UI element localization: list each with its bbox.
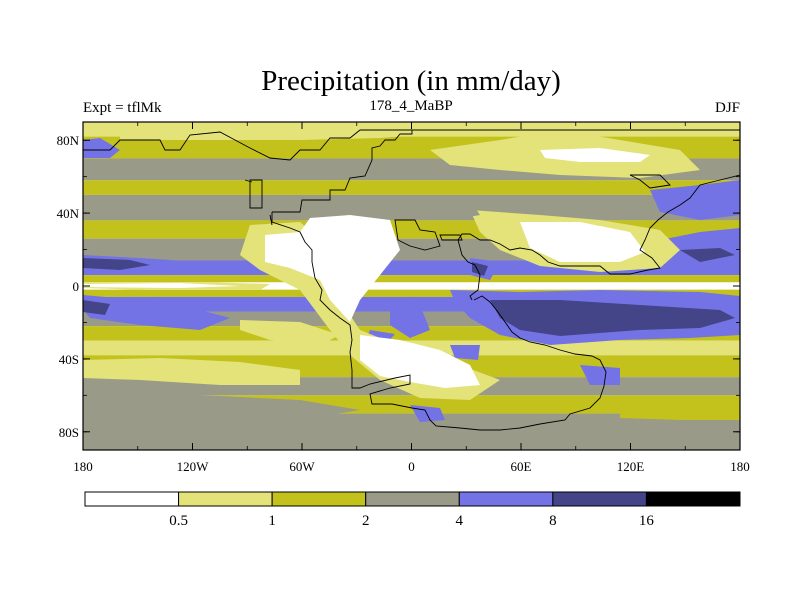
precip-region bbox=[83, 395, 360, 420]
precip-region bbox=[450, 345, 480, 360]
coastline-outline bbox=[83, 129, 740, 431]
coastline-inland bbox=[244, 174, 671, 251]
precipitation-field bbox=[83, 122, 740, 450]
precip-region bbox=[490, 300, 735, 336]
precip-region bbox=[83, 283, 240, 288]
precip-region bbox=[520, 222, 645, 262]
y-tick-label: 80N bbox=[57, 133, 80, 148]
experiment-label: Expt = tflMk bbox=[83, 100, 162, 116]
axis-ticks: 180 120W 60W 0 60E 120E 180 80N 40N 0 40S 80S bbox=[57, 122, 750, 474]
precip-region bbox=[265, 215, 400, 322]
precipitation-contours bbox=[83, 122, 740, 422]
chart-title: Precipitation (in mm/day) bbox=[261, 65, 561, 97]
colorbar-swatch bbox=[178, 491, 273, 507]
precip-region bbox=[83, 258, 150, 270]
x-tick-label: 180 bbox=[730, 459, 750, 474]
precip-region bbox=[620, 398, 740, 420]
precip-region bbox=[680, 248, 735, 262]
x-tick-label: 180 bbox=[73, 459, 93, 474]
colorbar-label: 16 bbox=[639, 513, 655, 529]
colorbar-swatch bbox=[271, 491, 367, 507]
y-tick-label: 0 bbox=[73, 279, 80, 294]
precip-region bbox=[83, 300, 110, 315]
precip-region bbox=[580, 365, 620, 385]
coastline-arctic bbox=[83, 129, 412, 161]
precip-region bbox=[83, 358, 300, 385]
precip-region bbox=[540, 148, 650, 162]
colorbar-label: 8 bbox=[549, 513, 557, 529]
colorbar-label: 2 bbox=[362, 513, 370, 529]
colorbar-swatch bbox=[84, 491, 180, 507]
precip-region bbox=[120, 122, 420, 140]
y-tick-label: 80S bbox=[59, 425, 79, 440]
precip-region bbox=[650, 180, 740, 220]
lat-band bbox=[83, 275, 740, 283]
precip-region bbox=[240, 320, 340, 345]
colorbar-swatch bbox=[458, 491, 554, 507]
x-tick-label: 0 bbox=[408, 459, 415, 474]
colorbar-label: 0.5 bbox=[169, 513, 188, 529]
x-tick-label: 60W bbox=[289, 459, 315, 474]
y-tick-label: 40S bbox=[59, 352, 79, 367]
colorbar-swatch bbox=[645, 491, 741, 507]
season-label: DJF bbox=[715, 100, 740, 116]
lat-band bbox=[83, 194, 740, 221]
coastline-north bbox=[271, 129, 740, 431]
colorbar: 0.5 1 2 4 8 16 bbox=[84, 491, 741, 529]
x-tick-label: 60E bbox=[511, 459, 532, 474]
lat-band bbox=[83, 180, 740, 195]
colorbar-swatch bbox=[365, 491, 460, 507]
x-tick-label: 120E bbox=[617, 459, 645, 474]
colorbar-label: 4 bbox=[456, 513, 464, 529]
y-tick-label: 40N bbox=[57, 206, 80, 221]
period-label: 178_4_MaBP bbox=[369, 98, 452, 114]
precip-region bbox=[390, 300, 430, 338]
precip-region bbox=[83, 295, 230, 330]
colorbar-swatch bbox=[552, 491, 647, 507]
x-tick-label: 120W bbox=[177, 459, 210, 474]
precip-region bbox=[472, 262, 488, 276]
precip-region bbox=[83, 138, 120, 158]
lat-band bbox=[83, 282, 740, 290]
precip-region bbox=[420, 200, 480, 220]
lat-band bbox=[83, 289, 740, 297]
precip-region bbox=[360, 335, 480, 388]
colorbar-label: 1 bbox=[268, 513, 276, 529]
